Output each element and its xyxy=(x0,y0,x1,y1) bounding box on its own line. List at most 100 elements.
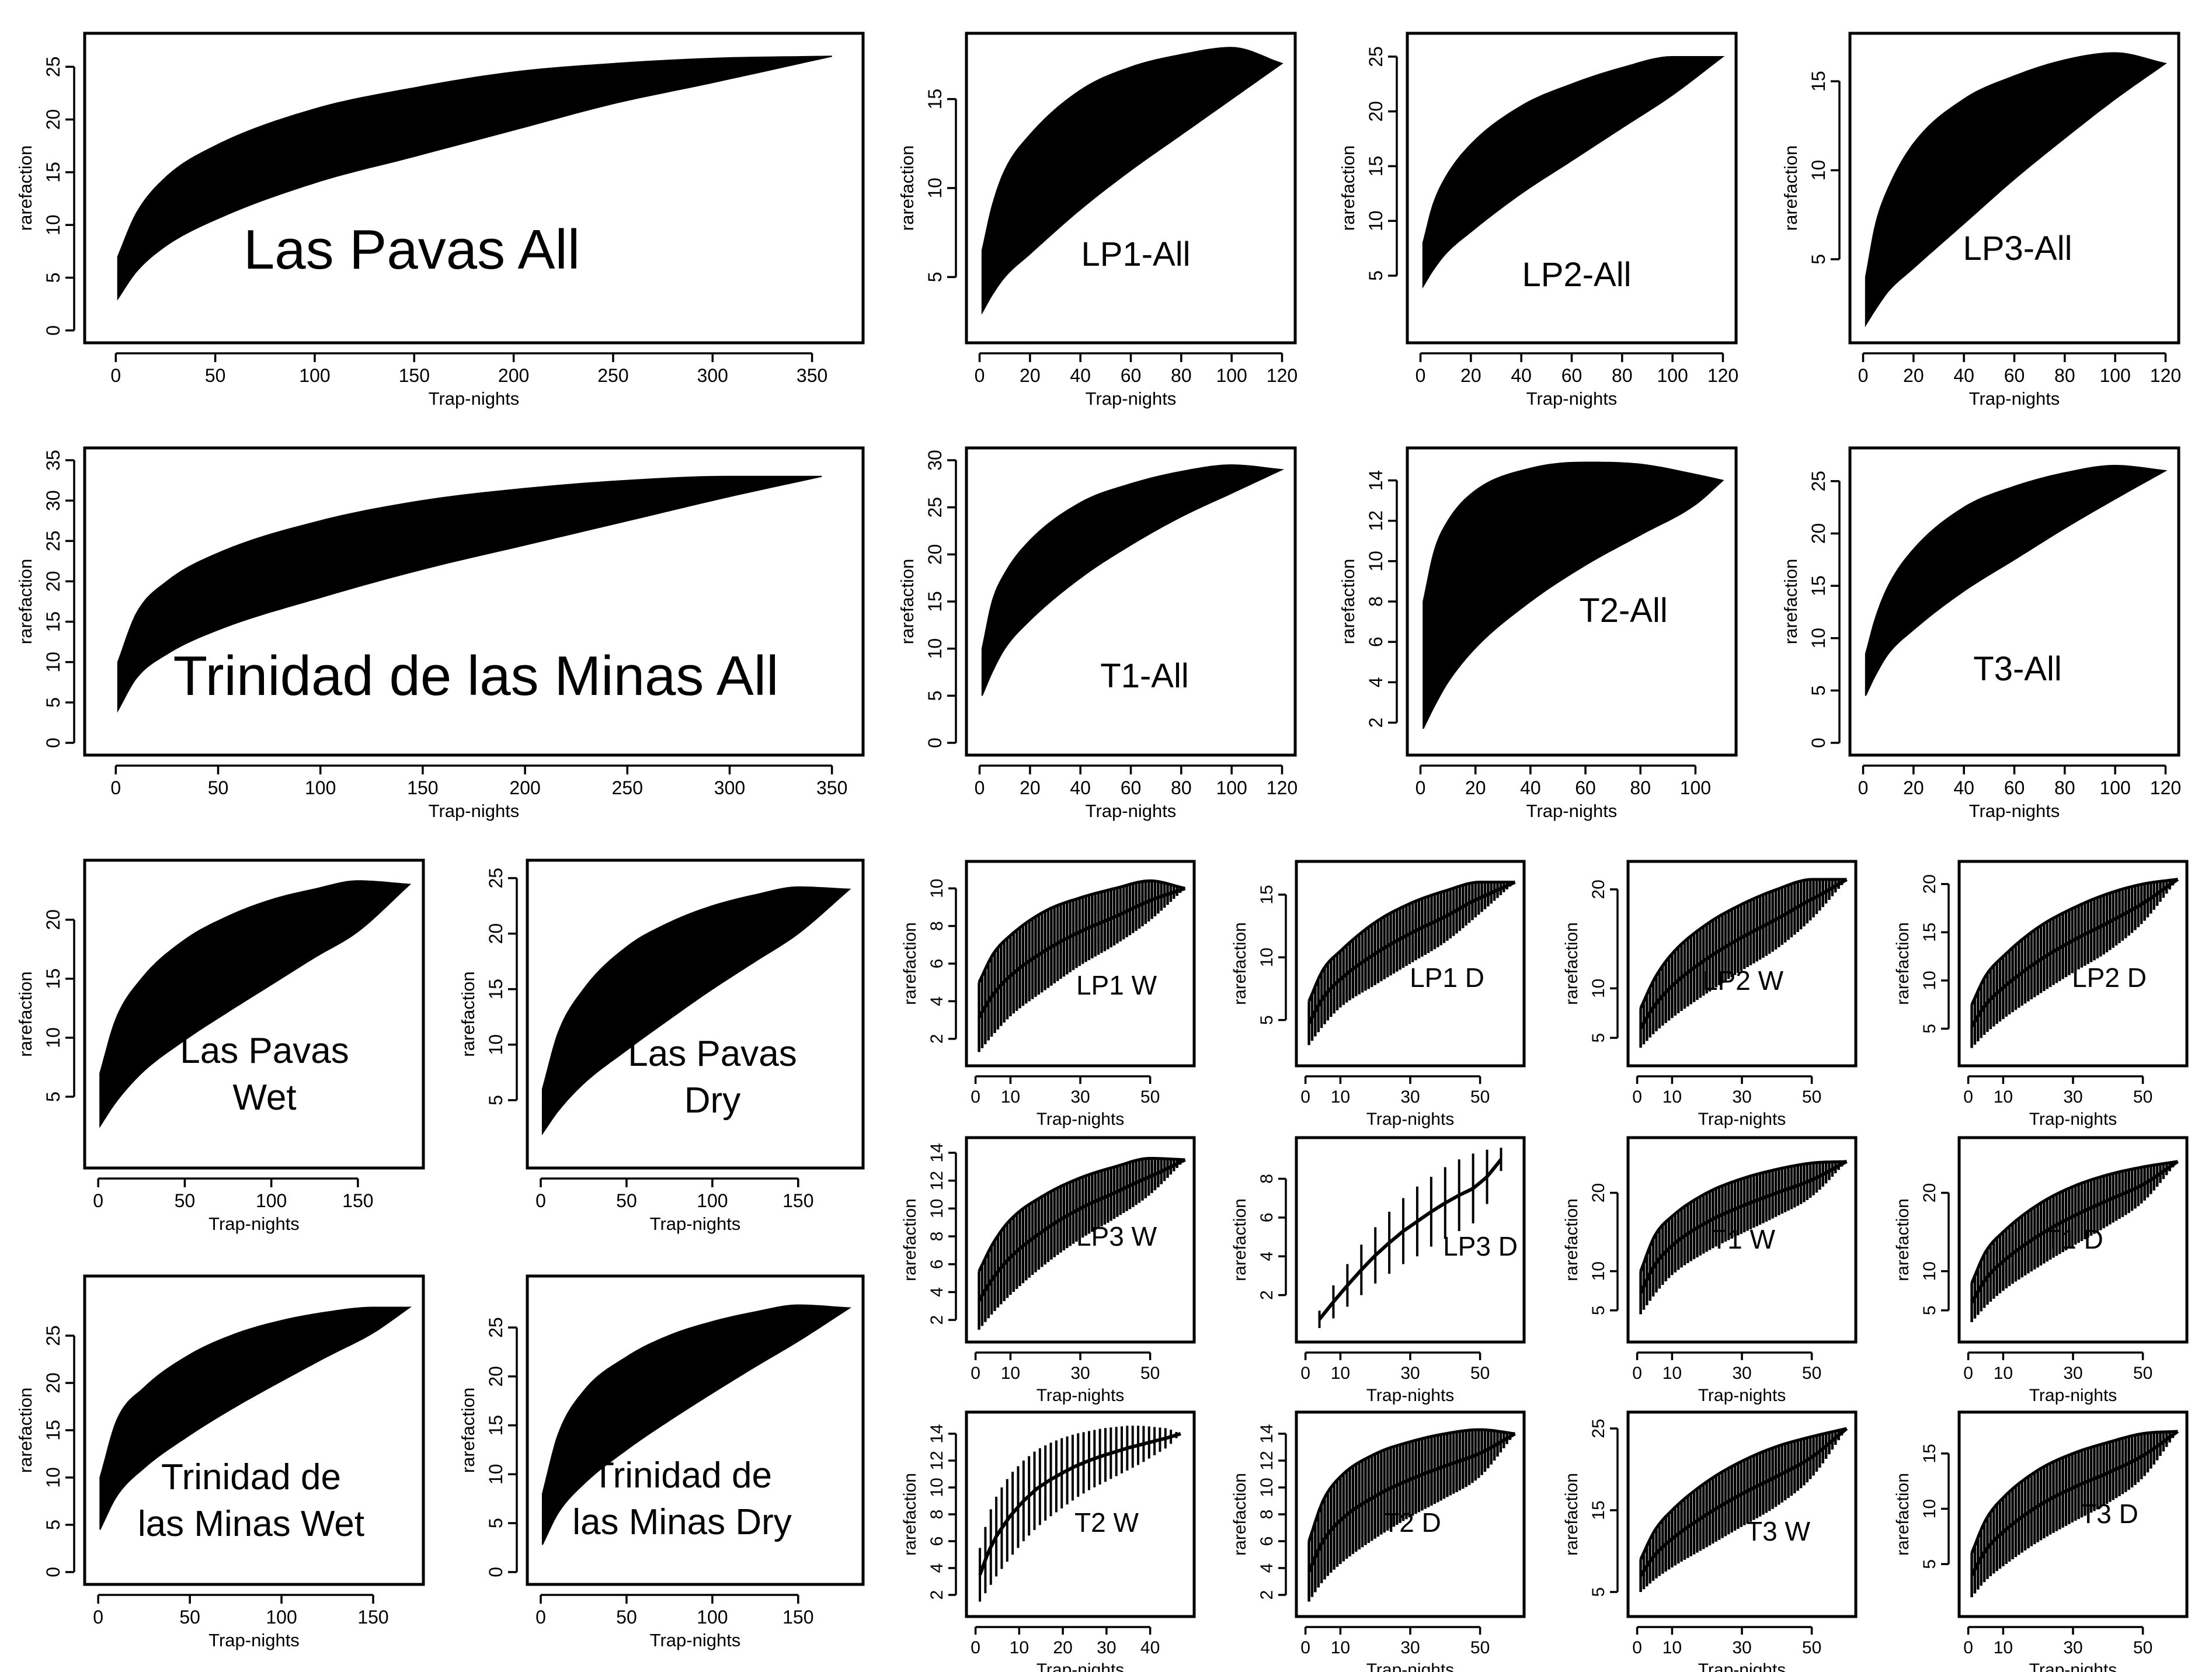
y-tick-label: 2 xyxy=(1257,1590,1277,1600)
y-tick-label: 8 xyxy=(1257,1174,1277,1184)
x-tick-label: 30 xyxy=(1097,1638,1116,1657)
upper-bound-line xyxy=(1639,1427,1847,1560)
y-tick-label: 5 xyxy=(924,690,945,701)
x-axis-label: Trap-nights xyxy=(2029,1660,2117,1672)
plot-frame xyxy=(1626,860,1858,1068)
mean-rarefaction-line xyxy=(978,1432,1181,1576)
x-axis-label: Trap-nights xyxy=(1086,801,1177,821)
chart-panel-trinidad-all: 0 50 100 150 200 250 300 350 Trap-nights 0 5 10 15 20… xyxy=(15,446,865,821)
panel-label: las Minas Dry xyxy=(572,1502,792,1542)
y-tick-label: 5 xyxy=(1808,685,1829,696)
y-axis-label: rarefaction xyxy=(458,1388,478,1473)
plot-frame xyxy=(1848,32,2180,345)
x-axis-label: Trap-nights xyxy=(1037,1660,1125,1672)
x-axis-label: Trap-nights xyxy=(1526,388,1618,409)
panel-label: Las Pavas xyxy=(180,1031,349,1071)
y-tick-label: 25 xyxy=(1365,46,1386,67)
x-tick-label: 0 xyxy=(1632,1087,1642,1107)
mean-rarefaction-line xyxy=(1307,1432,1516,1573)
y-tick-label: 5 xyxy=(1589,1305,1608,1315)
rarefaction-envelope xyxy=(1423,461,1724,729)
panel-label: Trinidad de xyxy=(161,1457,341,1497)
y-tick-label: 6 xyxy=(1365,637,1386,647)
x-tick-label: 100 xyxy=(1216,777,1247,798)
y-tick-label: 10 xyxy=(485,1034,506,1055)
x-axis-label: Trap-nights xyxy=(1366,1386,1455,1405)
y-tick-label: 2 xyxy=(927,1034,947,1044)
y-tick-label: 15 xyxy=(924,591,945,612)
x-tick-label: 120 xyxy=(1707,365,1738,386)
x-tick-label: 0 xyxy=(93,1607,103,1628)
x-tick-label: 60 xyxy=(1121,365,1142,386)
y-tick-label: 20 xyxy=(1808,523,1829,544)
rarefaction-envelope xyxy=(541,886,851,1136)
rarefaction-envelope xyxy=(1865,464,2168,696)
y-axis-label: rarefaction xyxy=(15,559,36,644)
y-tick-label: 20 xyxy=(43,1372,64,1393)
x-axis-label: Trap-nights xyxy=(650,1214,741,1234)
y-tick-label: 4 xyxy=(927,996,947,1006)
panel-label: T1 W xyxy=(1711,1224,1775,1254)
y-tick-label: 15 xyxy=(1257,885,1277,904)
x-axis-label: Trap-nights xyxy=(1366,1660,1455,1672)
chart-panel-lp1-all: 0 20 40 60 80 100 120 Trap-nights 5 10 15 rarefacti… xyxy=(897,32,1298,409)
x-tick-label: 10 xyxy=(1010,1638,1029,1657)
x-tick-label: 150 xyxy=(407,777,438,798)
chart-panel-lp1-w: 0 10 30 50 Trap-nights 2 4 6 8 10 rarefaction LP1 W xyxy=(900,860,1196,1129)
rarefaction-envelope xyxy=(541,1304,852,1545)
x-tick-label: 60 xyxy=(1561,365,1583,386)
y-tick-label: 5 xyxy=(1589,1587,1608,1597)
chart-panel-lp1-d: 0 10 30 50 Trap-nights 5 10 15 rarefaction LP1 D xyxy=(1230,860,1526,1129)
plot-frame xyxy=(1957,1136,2189,1344)
panel-label: Las Pavas xyxy=(628,1034,797,1074)
x-tick-label: 10 xyxy=(1663,1364,1682,1383)
y-axis-label: rarefaction xyxy=(900,922,920,1005)
plot-frame xyxy=(83,446,865,757)
y-tick-label: 4 xyxy=(1257,1252,1277,1261)
mean-rarefaction-line xyxy=(978,1158,1186,1302)
y-tick-label: 10 xyxy=(43,214,64,235)
y-axis-label: rarefaction xyxy=(1338,559,1358,644)
y-tick-label: 5 xyxy=(43,1520,64,1530)
rarefaction-envelope xyxy=(99,1306,412,1530)
panel-label: LP2-All xyxy=(1522,256,1632,294)
y-tick-label: 15 xyxy=(1365,156,1386,177)
x-axis-label: Trap-nights xyxy=(429,801,520,821)
y-tick-label: 20 xyxy=(1589,1183,1608,1202)
y-axis-label: rarefaction xyxy=(15,1388,36,1473)
y-tick-label: 14 xyxy=(1365,470,1386,491)
chart-panel-lp2-all: 0 20 40 60 80 100 120 Trap-nights 5 10 15 20 25 raref… xyxy=(1338,32,1738,409)
y-tick-label: 10 xyxy=(1808,628,1829,649)
plot-frame xyxy=(1406,446,1738,757)
x-tick-label: 250 xyxy=(597,365,628,386)
x-tick-label: 50 xyxy=(2133,1638,2152,1657)
y-tick-label: 12 xyxy=(1257,1451,1277,1470)
y-tick-label: 15 xyxy=(43,611,64,632)
x-tick-label: 150 xyxy=(357,1607,388,1628)
mean-rarefaction-line xyxy=(1639,1160,1848,1294)
x-tick-label: 50 xyxy=(1802,1364,1821,1383)
upper-bound-line xyxy=(1307,1428,1515,1542)
y-tick-label: 5 xyxy=(43,1092,64,1102)
y-tick-label: 2 xyxy=(1365,717,1386,728)
x-tick-label: 50 xyxy=(2133,1364,2152,1383)
y-tick-label: 5 xyxy=(43,697,64,708)
y-tick-label: 10 xyxy=(43,1467,64,1488)
x-tick-label: 350 xyxy=(816,777,847,798)
x-tick-label: 250 xyxy=(612,777,643,798)
y-axis-label: rarefaction xyxy=(15,145,36,231)
x-tick-label: 0 xyxy=(1415,365,1426,386)
x-tick-label: 0 xyxy=(110,777,121,798)
x-tick-label: 0 xyxy=(1963,1087,1973,1107)
y-tick-label: 25 xyxy=(924,497,945,518)
x-axis-label: Trap-nights xyxy=(1037,1110,1125,1129)
x-tick-label: 60 xyxy=(1121,777,1142,798)
x-tick-label: 80 xyxy=(1171,777,1192,798)
x-tick-label: 20 xyxy=(1020,365,1041,386)
chart-panel-t1-all: 0 20 40 60 80 100 120 Trap-nights 0 5 10 15 20 25 30 ra… xyxy=(897,446,1298,821)
x-tick-label: 80 xyxy=(1612,365,1633,386)
upper-bound-line xyxy=(1307,881,1515,1002)
x-axis-label: Trap-nights xyxy=(1366,1110,1455,1129)
y-tick-label: 5 xyxy=(485,1095,506,1106)
